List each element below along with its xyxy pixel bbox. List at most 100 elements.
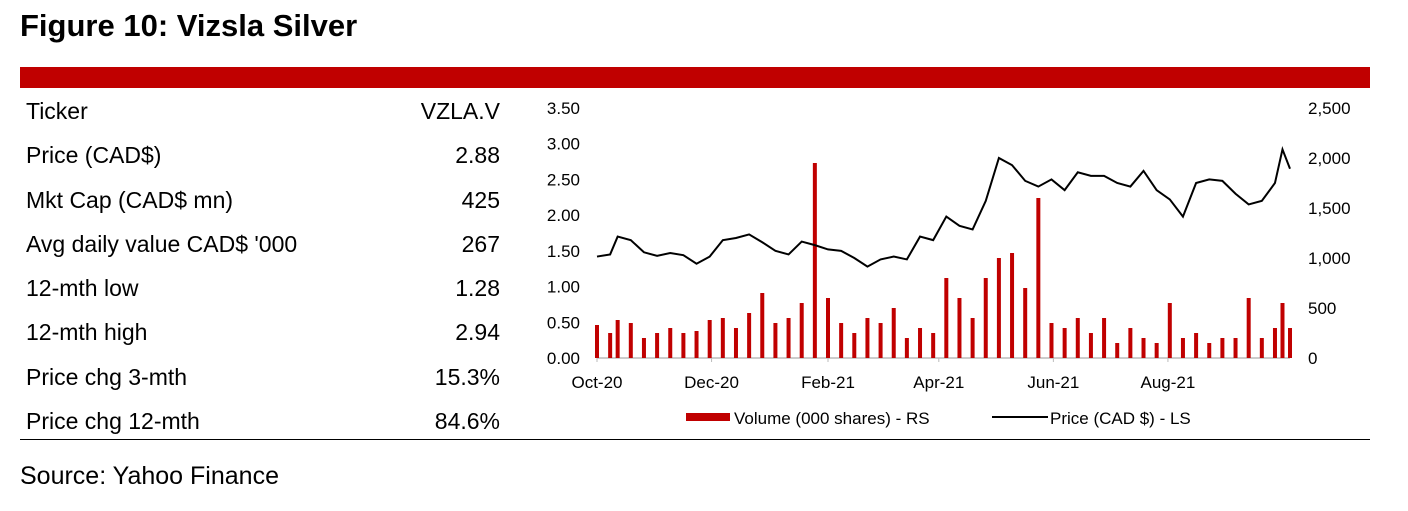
table-row: Price (CAD$) 2.88 bbox=[26, 136, 500, 180]
left-axis-tick-label: 1.00 bbox=[547, 278, 580, 297]
table-row: Mkt Cap (CAD$ mn) 425 bbox=[26, 181, 500, 225]
row-value: 267 bbox=[461, 230, 500, 257]
right-axis-tick-label: 1,000 bbox=[1308, 249, 1351, 268]
volume-bar bbox=[628, 323, 633, 358]
row-value: 2.88 bbox=[455, 142, 500, 169]
row-value: 84.6% bbox=[434, 408, 500, 435]
volume-bar bbox=[891, 308, 896, 358]
row-label: Mkt Cap (CAD$ mn) bbox=[26, 186, 234, 213]
stock-info-table: Ticker VZLA.V Price (CAD$) 2.88 Mkt Cap (CAD… bbox=[26, 92, 500, 446]
volume-bar bbox=[996, 258, 1001, 358]
row-label: Avg daily value CAD$ '000 bbox=[26, 230, 298, 257]
volume-bar bbox=[1088, 333, 1093, 358]
volume-bar bbox=[918, 328, 923, 358]
table-row: Price chg 12-mth 84.6% bbox=[26, 402, 500, 446]
volume-bar bbox=[852, 333, 857, 358]
volume-bar bbox=[1075, 318, 1080, 358]
row-label: 12-mth high bbox=[26, 319, 148, 346]
volume-bar bbox=[655, 333, 660, 358]
volume-bar bbox=[1036, 198, 1041, 358]
volume-bar bbox=[944, 278, 949, 358]
right-axis-tick-label: 2,000 bbox=[1308, 149, 1351, 168]
volume-bar bbox=[1207, 343, 1212, 358]
volume-bar bbox=[1128, 328, 1133, 358]
volume-bar bbox=[1288, 328, 1292, 358]
row-label: Price chg 12-mth bbox=[26, 408, 200, 435]
left-axis-tick-label: 0.50 bbox=[547, 313, 580, 332]
volume-bar bbox=[1154, 343, 1159, 358]
volume-bar bbox=[773, 323, 778, 358]
source-note: Source: Yahoo Finance bbox=[20, 462, 279, 490]
x-axis-tick-label: Dec-20 bbox=[684, 373, 739, 392]
row-value: VZLA.V bbox=[420, 98, 500, 124]
right-axis-tick-label: 0 bbox=[1308, 349, 1317, 368]
volume-bar bbox=[799, 303, 804, 358]
row-label: Price (CAD$) bbox=[26, 142, 162, 169]
left-axis-tick-label: 3.50 bbox=[547, 99, 580, 118]
x-axis-tick-label: Aug-21 bbox=[1141, 373, 1196, 392]
volume-bar bbox=[747, 313, 752, 358]
volume-bar bbox=[1141, 338, 1146, 358]
table-row: Avg daily value CAD$ '000 267 bbox=[26, 225, 500, 269]
volume-bar bbox=[668, 328, 673, 358]
legend-volume-swatch bbox=[686, 413, 730, 421]
volume-bar bbox=[1180, 338, 1185, 358]
volume-bar bbox=[957, 298, 962, 358]
row-value: 2.94 bbox=[455, 319, 500, 346]
volume-bar bbox=[608, 333, 613, 358]
table-row: 12-mth low 1.28 bbox=[26, 269, 500, 313]
volume-bar bbox=[760, 293, 765, 358]
row-label: Ticker bbox=[26, 98, 88, 124]
legend-volume-label: Volume (000 shares) - RS bbox=[734, 409, 930, 428]
table-row: Price chg 3-mth 15.3% bbox=[26, 358, 500, 402]
volume-bar bbox=[1246, 298, 1251, 358]
volume-bar bbox=[1280, 303, 1285, 358]
volume-bar bbox=[839, 323, 844, 358]
row-value: 15.3% bbox=[434, 363, 500, 390]
left-axis-tick-label: 1.50 bbox=[547, 242, 580, 261]
volume-bar bbox=[694, 331, 699, 358]
table-row: 12-mth high 2.94 bbox=[26, 313, 500, 357]
divider bbox=[20, 439, 1370, 440]
volume-bar bbox=[865, 318, 870, 358]
volume-bar bbox=[1023, 288, 1028, 358]
header-bar bbox=[20, 67, 1370, 88]
volume-bar bbox=[1062, 328, 1067, 358]
x-axis-tick-label: Apr-21 bbox=[913, 373, 964, 392]
volume-bar bbox=[1259, 338, 1264, 358]
volume-bar bbox=[1220, 338, 1225, 358]
volume-bar bbox=[641, 338, 646, 358]
table-row: Ticker VZLA.V bbox=[26, 92, 500, 136]
volume-bar bbox=[595, 325, 599, 358]
left-axis-tick-label: 3.00 bbox=[547, 135, 580, 154]
volume-bar bbox=[615, 320, 620, 358]
volume-bar bbox=[931, 333, 936, 358]
left-axis-tick-label: 0.00 bbox=[547, 349, 580, 368]
x-axis-tick-label: Jun-21 bbox=[1027, 373, 1079, 392]
left-axis-tick-label: 2.50 bbox=[547, 170, 580, 189]
right-axis-tick-label: 500 bbox=[1308, 299, 1336, 318]
volume-bar bbox=[878, 323, 883, 358]
right-axis-tick-label: 1,500 bbox=[1308, 199, 1351, 218]
right-axis-tick-label: 2,500 bbox=[1308, 99, 1351, 118]
row-value: 1.28 bbox=[455, 275, 500, 302]
volume-bar bbox=[904, 338, 909, 358]
volume-bar bbox=[720, 318, 725, 358]
volume-bar bbox=[1010, 253, 1015, 358]
volume-bar bbox=[812, 163, 817, 358]
price-volume-chart: 0.00 0.50 1.00 1.50 2.00 2.50 3.00 3.50 0 500 1,00… bbox=[547, 99, 1351, 428]
x-axis-tick-label: Oct-20 bbox=[571, 373, 622, 392]
row-value: 425 bbox=[461, 186, 500, 213]
volume-bar bbox=[1194, 333, 1199, 358]
volume-bar bbox=[707, 320, 712, 358]
row-label: 12-mth low bbox=[26, 275, 139, 302]
volume-bar bbox=[786, 318, 791, 358]
volume-bar bbox=[1167, 303, 1172, 358]
volume-bar bbox=[1049, 323, 1054, 358]
volume-bar bbox=[1272, 328, 1277, 358]
volume-bar bbox=[733, 328, 738, 358]
volume-bar bbox=[1102, 318, 1107, 358]
left-axis-tick-label: 2.00 bbox=[547, 206, 580, 225]
x-axis-tick-label: Feb-21 bbox=[801, 373, 855, 392]
volume-bar bbox=[983, 278, 988, 358]
